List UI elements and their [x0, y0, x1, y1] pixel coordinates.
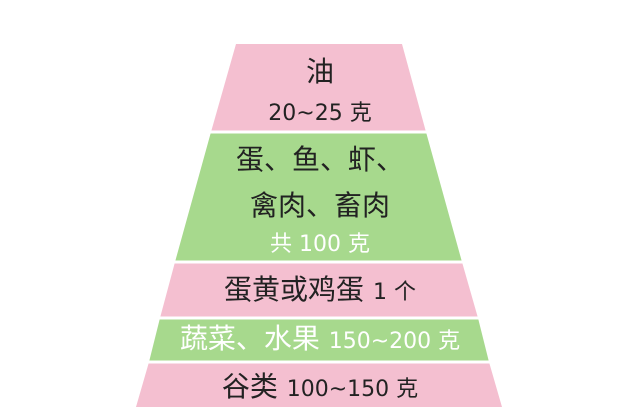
protein-label-line2: 禽肉、畜肉 [249, 189, 390, 222]
egg-row: 蛋黄或鸡蛋 1 个 [0, 276, 640, 304]
oil-label: 油 [305, 55, 334, 88]
layer-veg [149, 318, 489, 362]
layer-egg [160, 262, 478, 318]
egg-amount: 1 个 [372, 280, 416, 305]
layer-grain [136, 362, 502, 407]
protein-label-line1: 蛋、鱼、虾、 [235, 143, 404, 176]
grain-amount: 100~150 克 [286, 377, 419, 402]
egg-label: 蛋黄或鸡蛋 [224, 273, 365, 306]
layer-oil [211, 44, 426, 132]
protein-amount: 共 100 克 [270, 232, 370, 257]
layer-protein [175, 132, 462, 262]
veg-label: 蔬菜、水果 [179, 322, 320, 355]
oil-amount: 20~25 克 [268, 101, 372, 126]
veg-row: 蔬菜、水果 150~200 克 [0, 325, 640, 353]
grain-label: 谷类 [221, 370, 278, 403]
veg-amount: 150~200 克 [328, 329, 461, 354]
grain-row: 谷类 100~150 克 [0, 373, 640, 401]
